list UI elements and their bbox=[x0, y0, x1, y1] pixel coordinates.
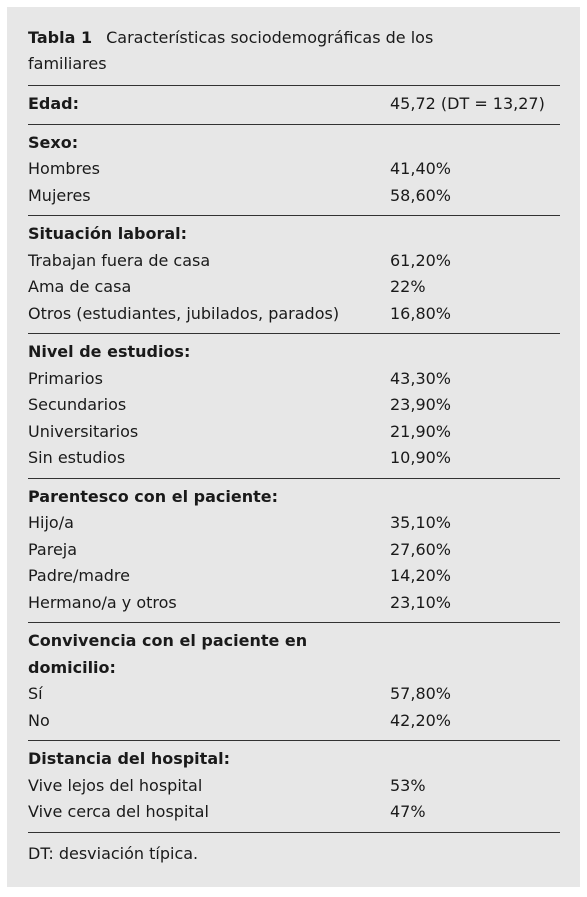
table-row: Universitarios 21,90% bbox=[28, 419, 560, 446]
row-value: 21,90% bbox=[390, 421, 452, 441]
section-heading-row: Parentesco con el paciente: bbox=[28, 484, 560, 511]
row-label: Hijo/a bbox=[28, 513, 74, 532]
row-value: 35,10% bbox=[390, 513, 452, 532]
table-row: Sin estudios 10,90% bbox=[28, 445, 560, 472]
row-value: 42,20% bbox=[390, 710, 452, 730]
section-value: 45,72 (DT = 13,27) bbox=[390, 94, 545, 113]
table-row: Ama de casa 22% bbox=[28, 274, 560, 301]
row-label: Otros (estudiantes, jubilados, parados) bbox=[28, 303, 340, 323]
footnote: DT: desviación típica. bbox=[28, 843, 199, 863]
row-label: Vive cerca del hospital bbox=[28, 802, 209, 821]
row-value: 23,10% bbox=[390, 592, 452, 612]
row-value: 47% bbox=[390, 802, 426, 821]
row-value: 22% bbox=[390, 277, 426, 296]
table-title: Características sociodemográficas de los… bbox=[28, 28, 434, 73]
table-row: Vive cerca del hospital 47% bbox=[28, 799, 560, 826]
section-heading: Situación laboral: bbox=[28, 224, 188, 243]
table-row: Hombres 41,40% bbox=[28, 156, 560, 183]
section: Situación laboral: Trabajan fuera de casa… bbox=[28, 216, 560, 334]
section-heading-row: Sexo: bbox=[28, 130, 560, 157]
section: Distancia del hospital: Vive lejos del ho… bbox=[28, 741, 560, 833]
row-label: Trabajan fuera de casa bbox=[28, 250, 211, 270]
section-heading-row: Distancia del hospital: bbox=[28, 746, 560, 773]
row-value: 58,60% bbox=[390, 185, 452, 205]
row-value: 27,60% bbox=[390, 539, 452, 559]
title-block: Tabla 1 Características sociodemográficas… bbox=[28, 25, 448, 77]
table-row: Pareja 27,60% bbox=[28, 537, 560, 564]
table-row: Hijo/a 35,10% bbox=[28, 510, 560, 537]
section: Edad: 45,72 (DT = 13,27) bbox=[28, 86, 560, 125]
table-panel: Tabla 1 Características sociodemográficas… bbox=[7, 7, 580, 887]
row-label: No bbox=[28, 710, 50, 730]
row-label: Vive lejos del hospital bbox=[28, 775, 203, 795]
row-value: 43,30% bbox=[390, 368, 452, 388]
section-heading: Convivencia con el paciente en domicilio… bbox=[28, 631, 308, 677]
section-heading: Distancia del hospital: bbox=[28, 749, 230, 768]
row-label: Padre/madre bbox=[28, 566, 130, 585]
row-label: Mujeres bbox=[28, 185, 91, 205]
section-heading-row: Nivel de estudios: bbox=[28, 339, 560, 366]
row-label: Hombres bbox=[28, 159, 100, 178]
table-label: Tabla 1 bbox=[28, 28, 93, 47]
table-row: Otros (estudiantes, jubilados, parados) 1… bbox=[28, 301, 560, 328]
table-row: Primarios 43,30% bbox=[28, 366, 560, 393]
section-heading: Sexo: bbox=[28, 132, 79, 152]
table-row: No 42,20% bbox=[28, 708, 560, 735]
row-label: Secundarios bbox=[28, 395, 127, 414]
row-label: Primarios bbox=[28, 368, 103, 388]
row-value: 10,90% bbox=[390, 448, 452, 467]
row-value: 41,40% bbox=[390, 159, 452, 178]
table-header: Tabla 1 Características sociodemográficas… bbox=[28, 25, 560, 86]
section-heading-row: Edad: 45,72 (DT = 13,27) bbox=[28, 91, 560, 118]
row-value: 53% bbox=[390, 775, 426, 795]
table-row: Sí 57,80% bbox=[28, 681, 560, 708]
section-heading: Parentesco con el paciente: bbox=[28, 486, 278, 506]
section-heading-row: Convivencia con el paciente en domicilio… bbox=[28, 628, 560, 681]
table-row: Padre/madre 14,20% bbox=[28, 563, 560, 590]
section: Parentesco con el paciente: Hijo/a 35,10% P… bbox=[28, 479, 560, 623]
row-label: Pareja bbox=[28, 539, 78, 559]
row-value: 57,80% bbox=[390, 684, 452, 703]
section: Nivel de estudios: Primarios 43,30% Secunda… bbox=[28, 334, 560, 479]
row-value: 14,20% bbox=[390, 566, 452, 585]
section: Convivencia con el paciente en domicilio… bbox=[28, 623, 560, 741]
section-heading-row: Situación laboral: bbox=[28, 221, 560, 248]
row-label: Hermano/a y otros bbox=[28, 592, 177, 612]
table-body: Edad: 45,72 (DT = 13,27) Sexo: Hombres 41,40… bbox=[28, 86, 560, 833]
table-row: Mujeres 58,60% bbox=[28, 183, 560, 210]
row-label: Universitarios bbox=[28, 421, 139, 441]
table-row: Trabajan fuera de casa 61,20% bbox=[28, 248, 560, 275]
section-heading: Nivel de estudios: bbox=[28, 342, 191, 361]
section-heading: Edad: bbox=[28, 94, 80, 113]
row-value: 61,20% bbox=[390, 250, 452, 270]
row-label: Sí bbox=[28, 684, 43, 703]
row-value: 16,80% bbox=[390, 303, 452, 323]
row-value: 23,90% bbox=[390, 395, 452, 414]
row-label: Sin estudios bbox=[28, 448, 126, 467]
table-row: Vive lejos del hospital 53% bbox=[28, 773, 560, 800]
row-label: Ama de casa bbox=[28, 277, 132, 296]
table-row: Hermano/a y otros 23,10% bbox=[28, 590, 560, 617]
table-row: Secundarios 23,90% bbox=[28, 392, 560, 419]
section: Sexo: Hombres 41,40% Mujeres 58,60% bbox=[28, 125, 560, 216]
